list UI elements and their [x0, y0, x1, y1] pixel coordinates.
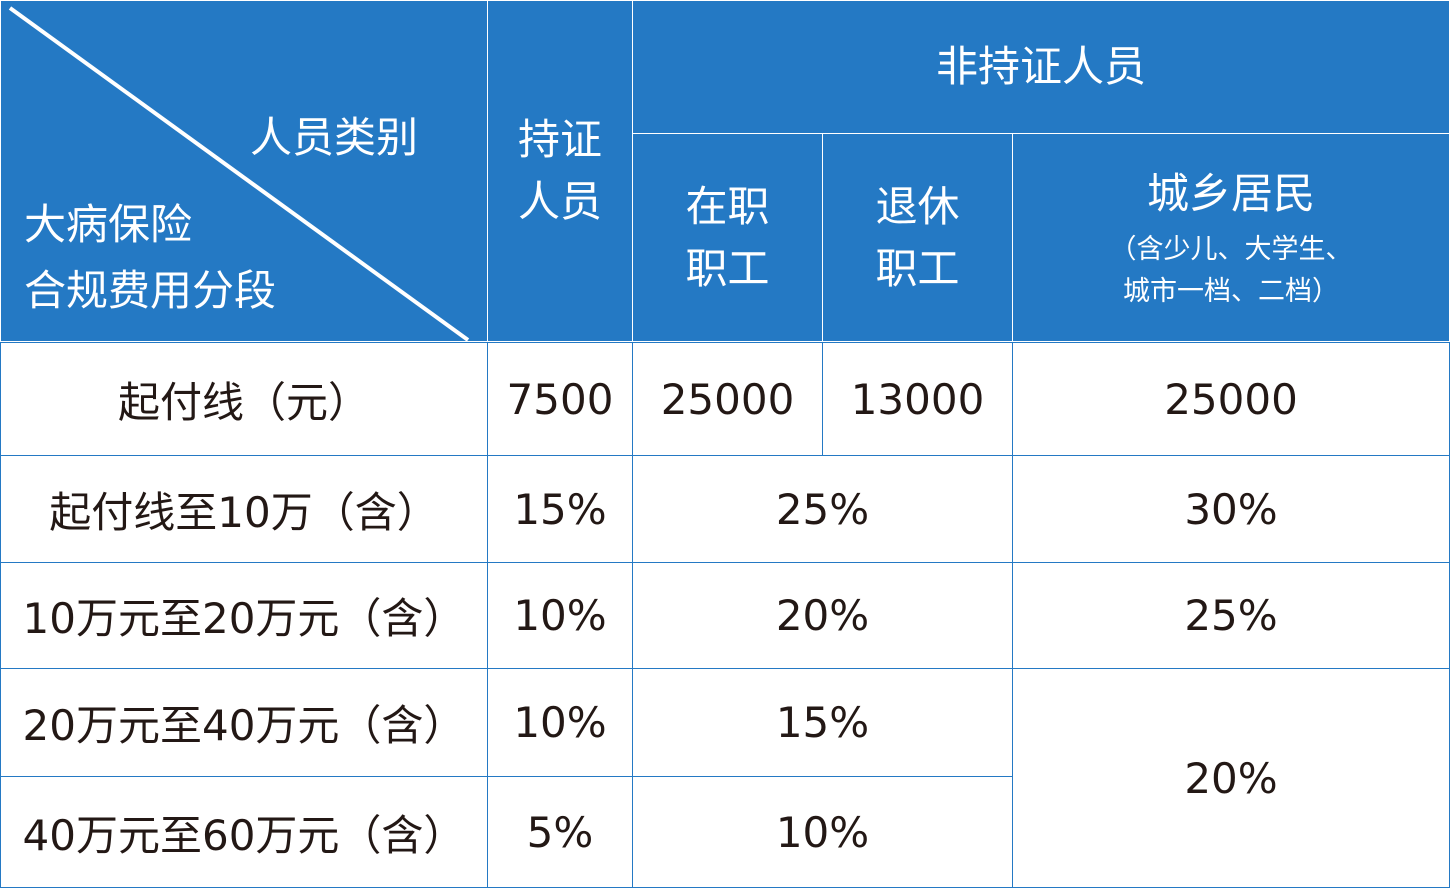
row-label: 20万元至40万元（含）	[0, 668, 488, 777]
cell-certified: 15%	[487, 455, 633, 563]
header-residents: 城乡居民 （含少儿、大学生、 城市一档、二档）	[1012, 133, 1450, 342]
cell-employed: 25000	[632, 342, 823, 456]
corner-bottom-label: 大病保险 合规费用分段	[24, 192, 276, 324]
cell-residents: 25%	[1012, 562, 1450, 669]
corner-top-label: 人员类别	[250, 113, 419, 162]
cell-workers: 20%	[632, 562, 1013, 669]
cell-certified: 7500	[487, 342, 633, 456]
cell-certified: 10%	[487, 668, 633, 777]
cell-retired: 13000	[822, 342, 1013, 456]
cell-workers: 25%	[632, 455, 1013, 563]
header-retired: 退休 职工	[822, 133, 1013, 342]
header-note: （含少儿、大学生、	[1109, 233, 1353, 265]
corner-bottom-line1: 大病保险	[24, 200, 193, 249]
cell-residents-merged: 20%	[1012, 668, 1450, 888]
row-label: 起付线至10万（含）	[0, 455, 488, 563]
header-text: 非持证人员	[935, 42, 1146, 91]
corner-bottom-line2: 合规费用分段	[24, 266, 277, 315]
header-text: 职工	[685, 243, 770, 293]
cell-workers: 10%	[632, 776, 1013, 888]
header-text: 退休	[875, 181, 960, 231]
header-employed: 在职 职工	[632, 133, 823, 342]
header-text: 职工	[875, 243, 960, 293]
cell-residents: 25000	[1012, 342, 1450, 456]
header-non-certified: 非持证人员	[632, 0, 1450, 134]
cell-residents: 30%	[1012, 455, 1450, 563]
header-note: 城市一档、二档）	[1123, 275, 1339, 307]
header-certified: 持证 人员	[487, 0, 633, 342]
cell-certified: 10%	[487, 562, 633, 669]
row-label: 10万元至20万元（含）	[0, 562, 488, 669]
header-text: 持证	[517, 115, 602, 164]
cell-certified: 5%	[487, 776, 633, 888]
cell-workers: 15%	[632, 668, 1013, 777]
header-text: 在职	[685, 181, 770, 231]
header-text: 城乡居民	[1146, 168, 1315, 218]
row-label: 40万元至60万元（含）	[0, 776, 488, 888]
header-text: 人员	[517, 177, 602, 226]
row-label: 起付线（元）	[0, 342, 488, 456]
